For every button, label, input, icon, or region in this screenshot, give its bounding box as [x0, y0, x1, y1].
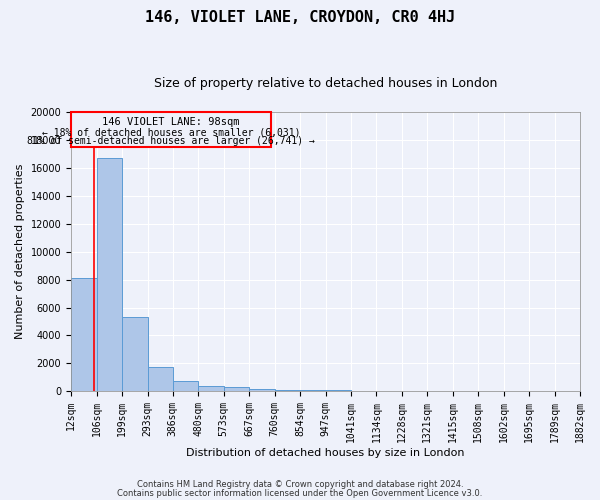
Y-axis label: Number of detached properties: Number of detached properties: [15, 164, 25, 340]
Bar: [326, 390, 351, 391]
Text: 146, VIOLET LANE, CROYDON, CR0 4HJ: 146, VIOLET LANE, CROYDON, CR0 4HJ: [145, 10, 455, 25]
Text: 146 VIOLET LANE: 98sqm: 146 VIOLET LANE: 98sqm: [102, 116, 239, 126]
Text: ← 18% of detached houses are smaller (6,031): ← 18% of detached houses are smaller (6,…: [41, 127, 300, 137]
X-axis label: Distribution of detached houses by size in London: Distribution of detached houses by size …: [186, 448, 465, 458]
Bar: [300, 390, 326, 391]
Bar: [122, 318, 148, 391]
Text: Contains HM Land Registry data © Crown copyright and database right 2024.: Contains HM Land Registry data © Crown c…: [137, 480, 463, 489]
Bar: [71, 278, 97, 391]
Bar: [148, 368, 173, 391]
Bar: [173, 382, 199, 391]
Title: Size of property relative to detached houses in London: Size of property relative to detached ho…: [154, 78, 497, 90]
Bar: [199, 386, 224, 391]
Bar: [250, 389, 275, 391]
Bar: [275, 390, 300, 391]
Bar: [71, 112, 271, 148]
Text: 81% of semi-detached houses are larger (26,741) →: 81% of semi-detached houses are larger (…: [27, 136, 315, 146]
Text: Contains public sector information licensed under the Open Government Licence v3: Contains public sector information licen…: [118, 489, 482, 498]
Bar: [97, 158, 122, 391]
Bar: [224, 387, 250, 391]
